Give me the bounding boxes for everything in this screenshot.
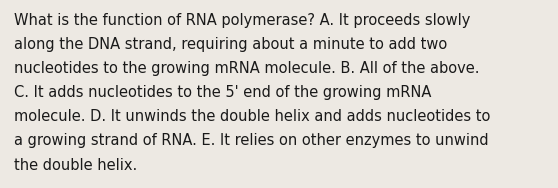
Text: along the DNA strand, requiring about a minute to add two: along the DNA strand, requiring about a …	[14, 37, 447, 52]
Text: molecule. D. It unwinds the double helix and adds nucleotides to: molecule. D. It unwinds the double helix…	[14, 109, 490, 124]
Text: a growing strand of RNA. E. It relies on other enzymes to unwind: a growing strand of RNA. E. It relies on…	[14, 133, 489, 149]
Text: the double helix.: the double helix.	[14, 158, 137, 173]
Text: What is the function of RNA polymerase? A. It proceeds slowly: What is the function of RNA polymerase? …	[14, 13, 470, 28]
Text: nucleotides to the growing mRNA molecule. B. All of the above.: nucleotides to the growing mRNA molecule…	[14, 61, 479, 76]
Text: C. It adds nucleotides to the 5' end of the growing mRNA: C. It adds nucleotides to the 5' end of …	[14, 85, 431, 100]
